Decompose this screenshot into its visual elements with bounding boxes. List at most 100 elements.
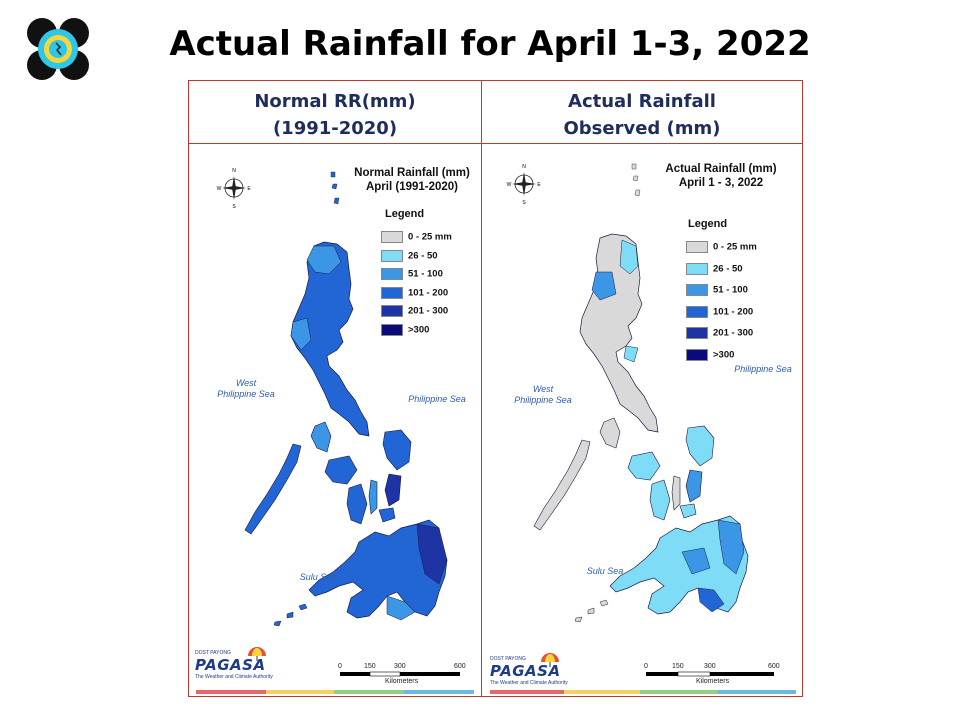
umbrella-icon bbox=[248, 647, 266, 661]
luzon-central-blue bbox=[623, 345, 639, 363]
compass-rose-icon: N S E W bbox=[217, 168, 252, 210]
legend-item: 26 - 50 bbox=[381, 249, 438, 264]
legend-item: 51 - 100 bbox=[381, 268, 443, 282]
scale-bar bbox=[646, 671, 774, 677]
left-pagasa-brand: DOST PAYONG PAGASA The Weather and Clima… bbox=[195, 650, 273, 680]
legend-swatch bbox=[381, 305, 403, 317]
legend-label: >300 bbox=[408, 324, 430, 336]
bohol-island bbox=[378, 507, 396, 523]
right-header-line1: Actual Rainfall bbox=[568, 91, 716, 112]
right-stripe-red bbox=[490, 690, 564, 694]
legend-swatch bbox=[381, 286, 403, 299]
left-scale-unit: Kilometers bbox=[385, 678, 419, 685]
left-legend-title: Legend bbox=[385, 208, 425, 220]
right-scale-unit: Kilometers bbox=[696, 678, 730, 685]
right-stripe-yellow bbox=[564, 690, 640, 694]
legend-swatch bbox=[686, 241, 708, 253]
legend-swatch bbox=[686, 327, 708, 339]
right-sea-west-text: West Philippine Sea bbox=[514, 384, 572, 405]
legend-item: 0 - 25 mm bbox=[686, 241, 757, 255]
right-stripe-green bbox=[640, 690, 718, 694]
luzon-region bbox=[579, 233, 659, 433]
samar-island bbox=[382, 429, 412, 471]
cebu-island bbox=[368, 479, 378, 515]
left-brand-tagline: The Weather and Climate Authority bbox=[195, 674, 273, 680]
right-pagasa-brand: DOST PAYONG PAGASA The Weather and Clima… bbox=[490, 656, 568, 686]
left-scale-tick-1: 150 bbox=[364, 663, 376, 670]
luzon-north-patch bbox=[306, 245, 342, 275]
legend-swatch bbox=[686, 284, 708, 296]
right-header-line2: Observed (mm) bbox=[563, 118, 721, 139]
compass-e: E bbox=[537, 182, 541, 188]
left-panel-header: Normal RR(mm) (1991-2020) bbox=[189, 88, 481, 142]
right-scale-tick-0: 0 bbox=[644, 663, 648, 670]
legend-swatch bbox=[381, 268, 403, 280]
pagasa-logo bbox=[26, 17, 90, 81]
luzon-north-blue bbox=[619, 239, 639, 275]
left-stripe-red bbox=[196, 690, 266, 694]
right-map-title-line1: Actual Rainfall (mm) bbox=[665, 163, 777, 175]
compass-s: S bbox=[522, 200, 526, 206]
left-stripe-blue bbox=[404, 690, 474, 694]
right-panel-header: Actual Rainfall Observed (mm) bbox=[482, 88, 802, 142]
left-scale-tick-3: 600 bbox=[454, 663, 466, 670]
mindanao-south-patch bbox=[386, 595, 416, 621]
compass-n: N bbox=[522, 164, 526, 170]
legend-swatch bbox=[381, 249, 403, 262]
right-brand-word: PAGASA bbox=[490, 662, 561, 680]
legend-label: 101 - 200 bbox=[713, 306, 754, 318]
luzon-north-blue-2 bbox=[591, 271, 617, 301]
compass-s: S bbox=[232, 204, 236, 210]
legend-label: 26 - 50 bbox=[713, 263, 743, 275]
legend-label: 51 - 100 bbox=[408, 268, 443, 280]
mindanao-south-patch bbox=[697, 587, 725, 613]
panay-island bbox=[324, 455, 358, 485]
left-sea-sulu-label: Sulu Sea bbox=[299, 572, 337, 582]
negros-island bbox=[346, 483, 368, 525]
compass-w: W bbox=[217, 186, 222, 192]
legend-item: 201 - 300 bbox=[381, 305, 448, 319]
leyte-island bbox=[384, 473, 402, 507]
legend-label: >300 bbox=[713, 349, 735, 361]
sulu-islands bbox=[574, 599, 609, 623]
left-sea-west-label: West Philippine Sea bbox=[211, 378, 281, 400]
left-sea-east-label: Philippine Sea bbox=[408, 394, 466, 404]
panay-island bbox=[627, 451, 661, 481]
legend-swatch bbox=[381, 231, 403, 243]
sulu-islands bbox=[273, 603, 308, 627]
compass-e: E bbox=[247, 186, 251, 192]
right-brand-tagline: The Weather and Climate Authority bbox=[490, 680, 568, 686]
left-brand-word: PAGASA bbox=[195, 656, 266, 674]
legend-label: 0 - 25 mm bbox=[713, 241, 757, 253]
bohol-island bbox=[679, 503, 697, 519]
batanes-islands bbox=[330, 171, 340, 205]
mindanao-central-patch bbox=[681, 547, 711, 575]
luzon-west-patch bbox=[290, 317, 312, 351]
legend-swatch bbox=[686, 348, 708, 361]
legend-item: >300 bbox=[686, 348, 735, 363]
batanes-islands bbox=[631, 163, 641, 197]
page-title: Actual Rainfall for April 1-3, 2022 bbox=[169, 24, 811, 64]
left-sea-west-text: West Philippine Sea bbox=[217, 378, 275, 399]
left-stripe-yellow bbox=[266, 690, 334, 694]
legend-swatch bbox=[686, 305, 708, 318]
right-sea-west-label: West Philippine Sea bbox=[508, 384, 578, 406]
mindoro-island bbox=[310, 421, 332, 453]
legend-swatch bbox=[686, 262, 708, 275]
compass-w: W bbox=[507, 182, 512, 188]
umbrella-icon bbox=[541, 653, 559, 667]
samar-island bbox=[685, 425, 715, 467]
legend-item: 101 - 200 bbox=[381, 286, 448, 301]
left-scale-tick-0: 0 bbox=[338, 663, 342, 670]
right-scale-tick-3: 600 bbox=[768, 663, 780, 670]
cebu-island bbox=[671, 475, 681, 511]
compass-rose-icon: N S E W bbox=[507, 164, 542, 206]
legend-item: 51 - 100 bbox=[686, 284, 748, 298]
legend-swatch bbox=[381, 323, 403, 336]
mindanao-region bbox=[609, 515, 749, 615]
compass-n: N bbox=[232, 168, 236, 174]
normal-rainfall-map-panel: N S E W Normal bbox=[189, 144, 481, 696]
left-map-title-line2: April (1991-2020) bbox=[365, 181, 459, 193]
left-header-line1: Normal RR(mm) bbox=[254, 91, 416, 112]
right-sea-east-label: Philippine Sea bbox=[734, 364, 792, 374]
